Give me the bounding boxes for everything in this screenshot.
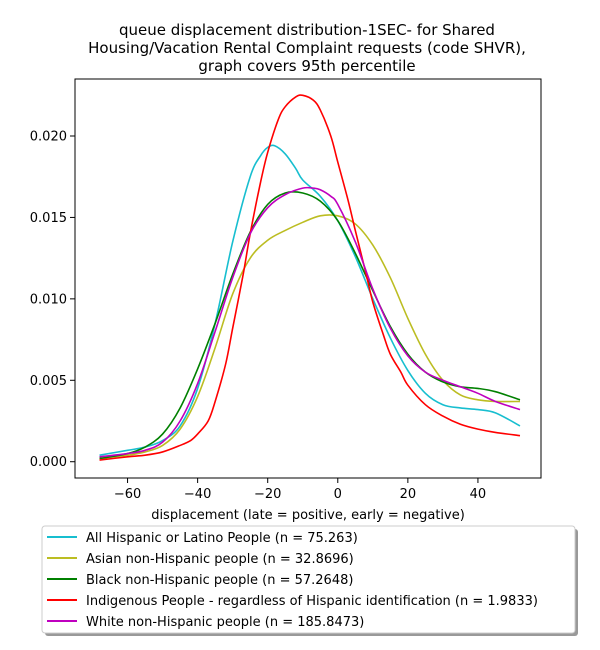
legend-label-2: Black non-Hispanic people (n = 57.2648) <box>86 573 353 588</box>
x-tick-label: −20 <box>254 487 281 502</box>
x-axis-ticks: −60 −40 −20 0 20 40 <box>114 478 486 502</box>
legend-box <box>41 525 576 634</box>
x-tick-label: 0 <box>334 487 342 502</box>
series-layer <box>99 94 521 461</box>
x-tick-label: 20 <box>400 487 417 502</box>
series-line-1 <box>99 214 520 460</box>
legend-items: All Hispanic or Latino People (n = 75.26… <box>47 531 538 630</box>
y-axis-ticks: 0.000 0.005 0.010 0.015 0.020 <box>30 130 75 470</box>
y-tick-label: 0.005 <box>30 374 67 389</box>
series-line-2 <box>99 190 521 460</box>
legend: All Hispanic or Latino People (n = 75.26… <box>41 525 578 636</box>
chart-title: queue displacement distribution-1SEC- fo… <box>88 21 526 75</box>
legend-label-1: Asian non-Hispanic people (n = 32.8696) <box>86 552 354 567</box>
title-line-2: Housing/Vacation Rental Complaint reques… <box>88 39 526 57</box>
x-tick-label: −60 <box>114 487 141 502</box>
x-tick-label: 40 <box>470 487 487 502</box>
legend-label-3: Indigenous People - regardless of Hispan… <box>86 594 538 609</box>
series-line-3 <box>99 94 521 461</box>
title-line-3: graph covers 95th percentile <box>198 57 415 75</box>
legend-label-0: All Hispanic or Latino People (n = 75.26… <box>86 531 358 546</box>
plot-frame <box>74 78 542 479</box>
series-line-4 <box>99 186 521 458</box>
title-line-1: queue displacement distribution-1SEC- fo… <box>119 21 495 39</box>
legend-label-4: White non-Hispanic people (n = 185.8473) <box>86 615 364 630</box>
y-tick-label: 0.015 <box>30 211 67 226</box>
y-tick-label: 0.010 <box>30 292 67 307</box>
y-tick-label: 0.020 <box>30 130 67 145</box>
series-line-0 <box>99 144 521 456</box>
x-tick-label: −40 <box>184 487 211 502</box>
y-tick-label: 0.000 <box>30 455 67 470</box>
x-axis-label: displacement (late = positive, early = n… <box>151 508 465 523</box>
